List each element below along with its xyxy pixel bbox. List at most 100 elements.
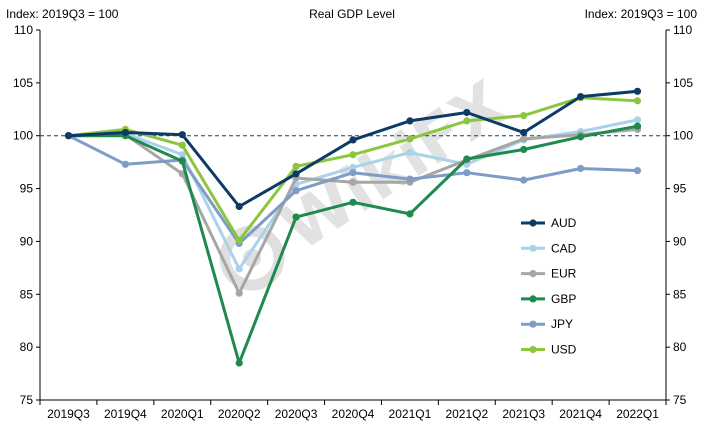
y-tick-label-right: 105: [673, 76, 693, 90]
data-point-cad: [235, 265, 243, 273]
data-point-aud: [520, 128, 528, 137]
legend-label: JPY: [551, 317, 573, 331]
legend-label: EUR: [551, 267, 577, 281]
y-tick-label-left: 80: [20, 340, 34, 354]
data-point-usd: [178, 141, 186, 149]
data-point-aud: [577, 93, 585, 101]
series-layer: [64, 87, 642, 367]
data-point-gbp: [520, 145, 528, 154]
data-point-usd: [235, 236, 243, 244]
data-point-jpy: [349, 169, 357, 177]
data-point-jpy: [633, 167, 642, 175]
y-tick-label-left: 95: [20, 182, 34, 196]
y-tick-label-left: 105: [13, 76, 33, 90]
legend-swatch-marker: [529, 270, 537, 278]
x-tick-label: 2019Q3: [47, 407, 90, 421]
data-point-aud: [463, 108, 471, 117]
data-point-aud: [178, 131, 186, 139]
y-tick-label-left: 75: [20, 393, 34, 407]
data-point-cad: [633, 116, 642, 124]
y-tick-label-right: 100: [673, 129, 693, 143]
y-tick-label-right: 85: [673, 287, 687, 301]
data-point-jpy: [520, 176, 528, 184]
data-point-usd: [349, 151, 357, 159]
data-point-gbp: [463, 155, 471, 163]
y-tick-label-right: 95: [673, 182, 687, 196]
data-point-eur: [235, 289, 243, 297]
data-point-jpy: [292, 187, 300, 195]
legend-swatch-marker: [529, 244, 537, 252]
x-tick-label: 2021Q4: [559, 407, 602, 421]
data-point-jpy: [406, 175, 414, 183]
y-tick-label-right: 80: [673, 340, 687, 354]
y-tick-label-left: 100: [13, 129, 33, 143]
data-point-gbp: [178, 157, 186, 165]
data-point-aud: [121, 128, 129, 137]
data-point-usd: [463, 117, 471, 125]
data-point-jpy: [121, 160, 129, 168]
x-tick-label: 2021Q1: [389, 407, 432, 421]
data-point-jpy: [463, 169, 471, 177]
tick-labels: 75 75 80 80 85 85 90 90 95 95 100 100 105 105 110 110 20…: [13, 23, 693, 421]
left-axis-label: Index: 2019Q3 = 100: [6, 7, 119, 21]
legend-item-gbp: GBP: [521, 292, 576, 306]
x-tick-label: 2021Q2: [445, 407, 488, 421]
legend-item-jpy: JPY: [521, 317, 573, 331]
legend-swatch-marker: [529, 295, 537, 303]
data-point-aud: [349, 136, 357, 144]
data-point-eur: [349, 178, 357, 186]
legend-swatch-marker: [529, 345, 537, 354]
x-tick-label: 2020Q1: [161, 407, 204, 421]
legend-swatch-marker: [529, 320, 537, 328]
data-point-gbp: [406, 210, 414, 218]
legend-item-cad: CAD: [521, 241, 577, 255]
x-tick-label: 2020Q4: [332, 407, 375, 421]
legend-label: AUD: [551, 216, 577, 230]
legend-label: USD: [551, 343, 577, 357]
data-point-usd: [520, 112, 528, 120]
x-tick-label: 2022Q1: [616, 407, 659, 421]
y-tick-label-right: 90: [673, 234, 687, 248]
data-point-gbp: [577, 133, 585, 141]
data-point-cad: [178, 151, 186, 159]
y-tick-label-left: 90: [20, 234, 34, 248]
x-tick-label: 2020Q2: [218, 407, 261, 421]
x-tick-label: 2019Q4: [104, 407, 147, 421]
y-tick-label-right: 110: [673, 23, 692, 37]
data-point-eur: [520, 135, 528, 143]
data-point-aud: [406, 117, 414, 125]
data-point-aud: [633, 87, 642, 95]
series-aud: [64, 87, 642, 211]
legend-item-aud: AUD: [521, 216, 577, 230]
data-point-gbp: [349, 198, 357, 206]
watermark: WikiFX: [219, 68, 519, 291]
x-tick-label: 2020Q3: [275, 407, 318, 421]
data-point-aud: [292, 170, 300, 178]
data-point-cad: [349, 163, 357, 171]
right-axis-label: Index: 2019Q3 = 100: [585, 7, 698, 21]
legend-swatch-marker: [529, 219, 537, 227]
legend-item-eur: EUR: [521, 267, 577, 281]
data-point-gbp: [235, 359, 243, 367]
data-point-gbp: [292, 213, 300, 221]
chart-title: Real GDP Level: [309, 7, 395, 21]
watermark-logo-dot: [243, 249, 261, 267]
data-point-usd: [406, 135, 414, 143]
y-tick-label-left: 85: [20, 287, 34, 301]
legend: AUD CAD EUR GBP JPY USD: [521, 216, 577, 357]
legend-label: CAD: [551, 241, 577, 255]
data-point-jpy: [577, 164, 585, 173]
x-tick-label: 2021Q3: [502, 407, 545, 421]
data-point-cad: [406, 149, 414, 157]
data-point-usd: [292, 162, 300, 170]
legend-item-usd: USD: [521, 343, 577, 357]
y-tick-label-left: 110: [14, 23, 33, 37]
data-point-aud: [64, 132, 73, 140]
y-tick-label-right: 75: [673, 393, 687, 407]
data-point-aud: [235, 202, 243, 211]
data-point-gbp: [633, 122, 642, 130]
data-point-usd: [633, 97, 642, 105]
legend-label: GBP: [551, 292, 576, 306]
